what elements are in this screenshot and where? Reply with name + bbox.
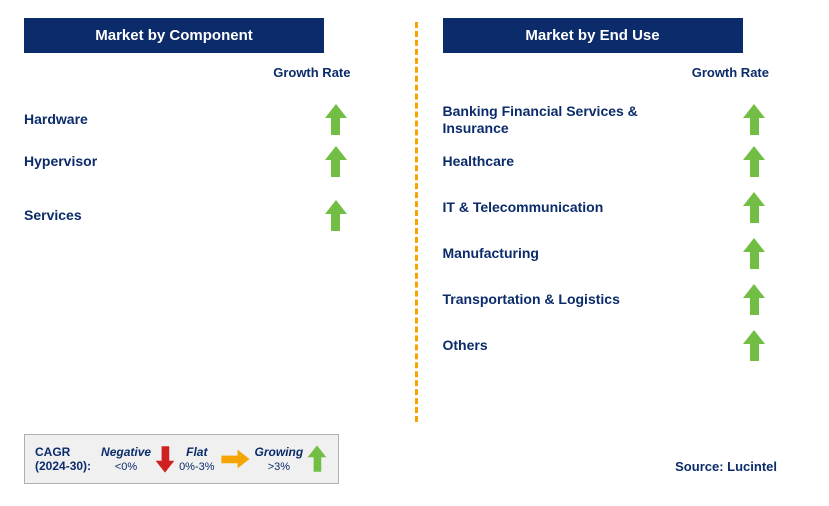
legend-category: Flat bbox=[186, 445, 207, 459]
list-item: Manufacturing bbox=[443, 234, 806, 274]
left-column: Market by Component Growth Rate Hardware… bbox=[24, 18, 415, 438]
list-item: Hypervisor bbox=[24, 142, 387, 182]
item-label: Manufacturing bbox=[443, 245, 539, 263]
item-label: Healthcare bbox=[443, 153, 515, 171]
legend-title-line2: (2024-30): bbox=[35, 459, 91, 473]
arrow-up-icon bbox=[325, 146, 347, 178]
legend-range: >3% bbox=[268, 461, 290, 473]
legend-title-line1: CAGR bbox=[35, 445, 70, 459]
arrow-right-icon bbox=[220, 450, 249, 469]
left-title-bar: Market by Component bbox=[24, 18, 324, 53]
list-item: IT & Telecommunication bbox=[443, 188, 806, 228]
right-rows: Banking Financial Services & Insurance He… bbox=[443, 100, 806, 366]
left-rows: Hardware Hypervisor Services bbox=[24, 100, 387, 236]
right-growth-label: Growth Rate bbox=[443, 65, 806, 80]
source-credit: Source: Lucintel bbox=[675, 459, 777, 474]
legend-item: Negative <0% bbox=[101, 445, 151, 473]
column-divider bbox=[415, 22, 418, 422]
legend-title: CAGR (2024-30): bbox=[35, 445, 91, 474]
arrow-up-icon bbox=[743, 330, 765, 362]
legend-category: Growing bbox=[255, 445, 304, 459]
cagr-legend: CAGR (2024-30): Negative <0% Flat 0%-3% Grow… bbox=[24, 434, 339, 484]
left-growth-label: Growth Rate bbox=[24, 65, 387, 80]
arrow-up-icon bbox=[325, 104, 347, 136]
legend-item: Flat 0%-3% bbox=[179, 445, 214, 473]
item-label: Others bbox=[443, 337, 488, 355]
list-item: Hardware bbox=[24, 100, 387, 140]
legend-items: Negative <0% Flat 0%-3% Growing >3% bbox=[101, 443, 328, 475]
item-label: IT & Telecommunication bbox=[443, 199, 604, 217]
legend-range: <0% bbox=[115, 461, 137, 473]
arrow-up-icon bbox=[743, 146, 765, 178]
item-label: Transportation & Logistics bbox=[443, 291, 620, 309]
arrow-down-icon bbox=[156, 445, 175, 472]
legend-item: Growing >3% bbox=[255, 445, 304, 473]
arrow-up-icon bbox=[325, 200, 347, 232]
arrow-up-icon bbox=[308, 445, 327, 472]
item-label: Hardware bbox=[24, 111, 88, 129]
list-item: Services bbox=[24, 196, 387, 236]
list-item: Banking Financial Services & Insurance bbox=[443, 100, 806, 140]
legend-range: 0%-3% bbox=[179, 461, 214, 473]
list-item: Healthcare bbox=[443, 142, 806, 182]
arrow-up-icon bbox=[743, 284, 765, 316]
item-label: Hypervisor bbox=[24, 153, 97, 171]
arrow-up-icon bbox=[743, 238, 765, 270]
arrow-up-icon bbox=[743, 104, 765, 136]
arrow-up-icon bbox=[743, 192, 765, 224]
list-item: Others bbox=[443, 326, 806, 366]
item-label: Banking Financial Services & Insurance bbox=[443, 103, 673, 138]
legend-category: Negative bbox=[101, 445, 151, 459]
item-label: Services bbox=[24, 207, 82, 225]
right-column: Market by End Use Growth Rate Banking Fi… bbox=[415, 18, 806, 438]
right-title-bar: Market by End Use bbox=[443, 18, 743, 53]
list-item: Transportation & Logistics bbox=[443, 280, 806, 320]
